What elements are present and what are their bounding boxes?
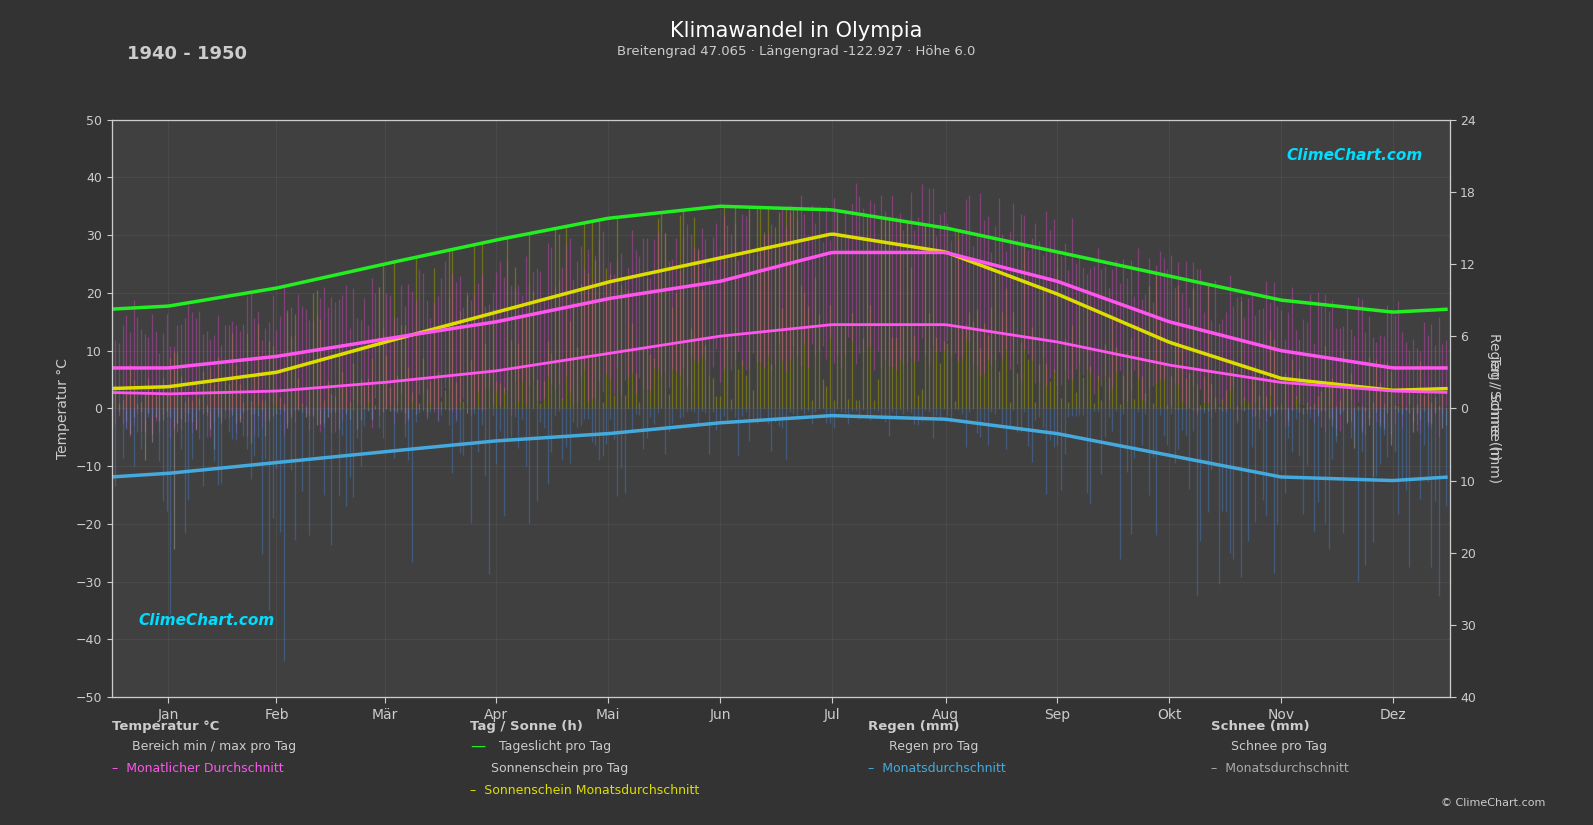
Text: Schnee (mm): Schnee (mm) — [1211, 720, 1309, 733]
Text: –  Monatsdurchschnitt: – Monatsdurchschnitt — [1211, 762, 1348, 776]
Text: Regen pro Tag: Regen pro Tag — [889, 740, 978, 753]
Text: Temperatur °C: Temperatur °C — [112, 720, 218, 733]
Text: Regen (mm): Regen (mm) — [868, 720, 959, 733]
Y-axis label: Regen / Schnee (mm): Regen / Schnee (mm) — [1486, 333, 1501, 483]
Y-axis label: Tag / Sonne (h): Tag / Sonne (h) — [1486, 356, 1501, 460]
Text: Breitengrad 47.065 · Längengrad -122.927 · Höhe 6.0: Breitengrad 47.065 · Längengrad -122.927… — [618, 45, 975, 59]
Text: Tag / Sonne (h): Tag / Sonne (h) — [470, 720, 583, 733]
Text: Klimawandel in Olympia: Klimawandel in Olympia — [671, 21, 922, 40]
Text: –  Monatlicher Durchschnitt: – Monatlicher Durchschnitt — [112, 762, 284, 776]
Text: ClimeChart.com: ClimeChart.com — [1287, 148, 1423, 163]
Text: 1940 - 1950: 1940 - 1950 — [127, 45, 247, 64]
Text: —: — — [470, 739, 486, 754]
Text: –  Monatsdurchschnitt: – Monatsdurchschnitt — [868, 762, 1005, 776]
Text: Sonnenschein pro Tag: Sonnenschein pro Tag — [491, 762, 628, 776]
Text: ClimeChart.com: ClimeChart.com — [139, 613, 274, 628]
Text: © ClimeChart.com: © ClimeChart.com — [1440, 799, 1545, 808]
Text: Bereich min / max pro Tag: Bereich min / max pro Tag — [132, 740, 296, 753]
Text: Tageslicht pro Tag: Tageslicht pro Tag — [499, 740, 610, 753]
Text: Schnee pro Tag: Schnee pro Tag — [1231, 740, 1327, 753]
Text: –  Sonnenschein Monatsdurchschnitt: – Sonnenschein Monatsdurchschnitt — [470, 784, 699, 797]
Y-axis label: Temperatur °C: Temperatur °C — [56, 358, 70, 459]
